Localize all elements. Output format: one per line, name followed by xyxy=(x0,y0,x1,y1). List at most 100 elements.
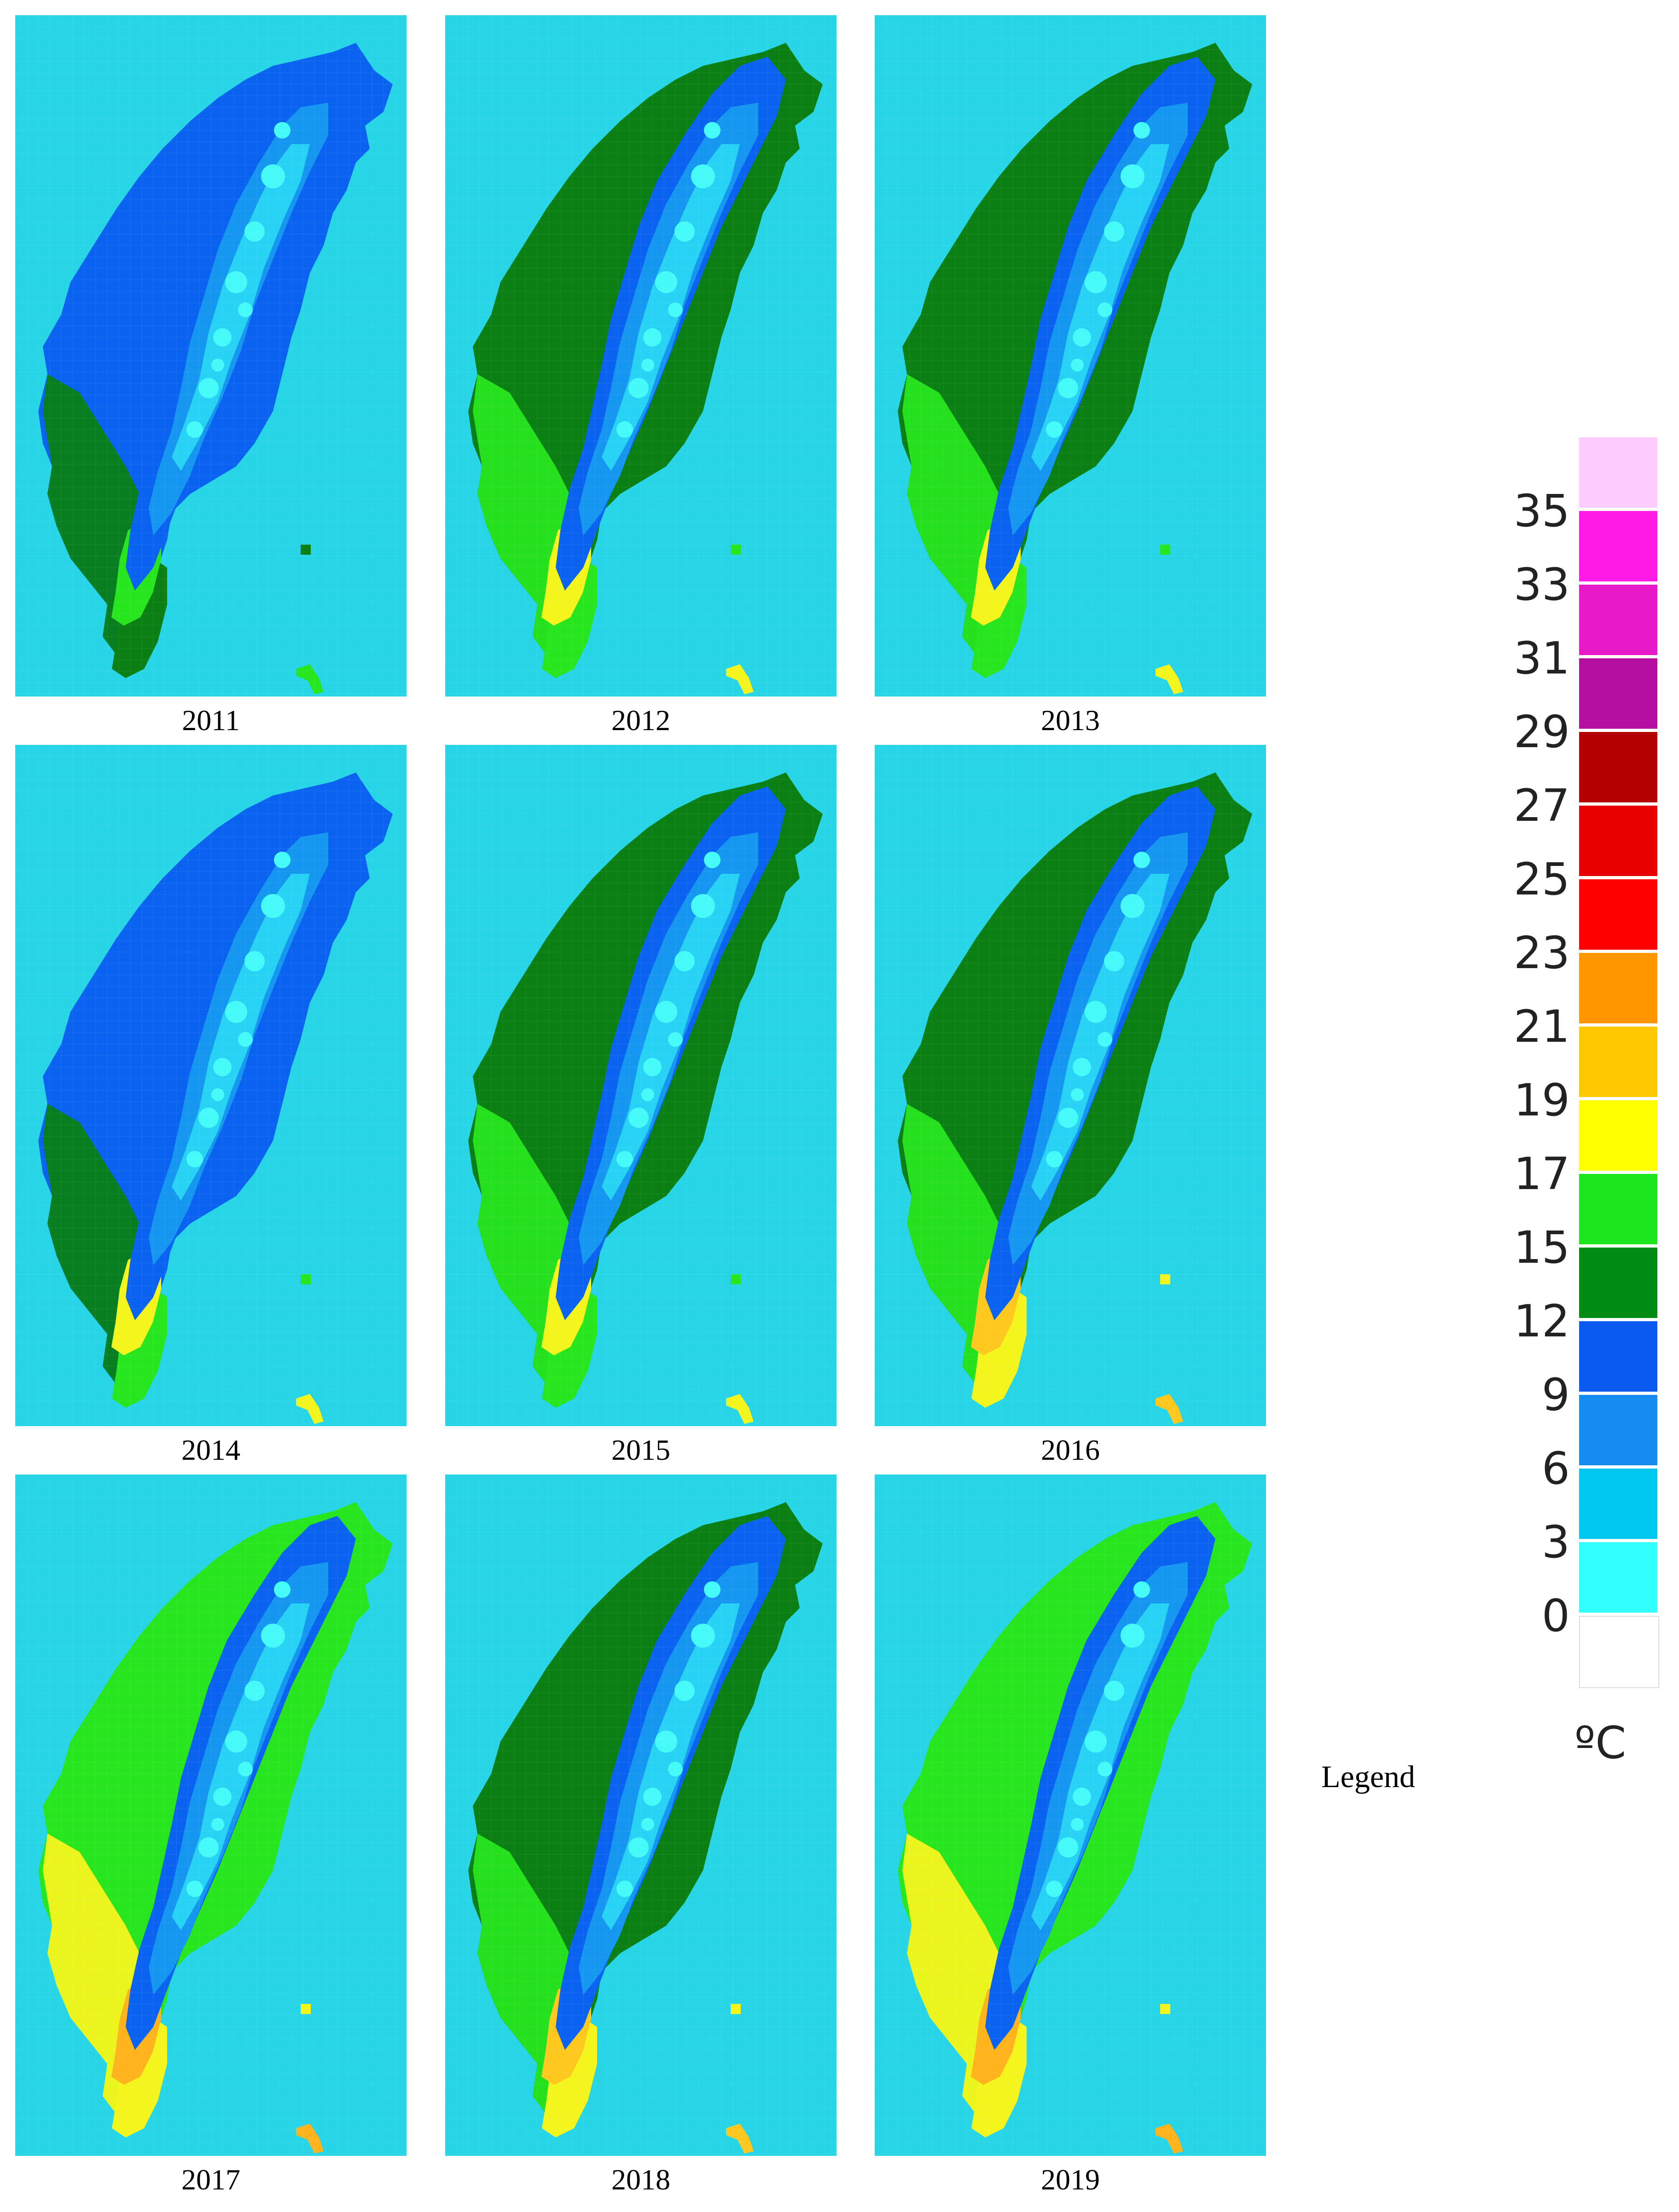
panel-2016 xyxy=(875,745,1266,1426)
mountain-peak xyxy=(1098,1032,1112,1047)
mountain-peak xyxy=(1073,1058,1091,1076)
mountain-peak xyxy=(261,164,285,188)
raster-grid xyxy=(445,1475,837,2156)
mountain-peak xyxy=(211,1818,224,1831)
mountain-peak xyxy=(643,1058,662,1076)
mountain-peak xyxy=(655,271,677,293)
mountain-peak xyxy=(641,359,654,372)
islet xyxy=(731,545,741,555)
legend-swatch xyxy=(1579,1100,1657,1171)
mountain-peak xyxy=(691,1624,715,1648)
raster-grid xyxy=(445,15,837,697)
islet xyxy=(301,2004,311,2014)
mountain-peak xyxy=(674,951,695,971)
raster-grid xyxy=(445,745,837,1426)
mountain-peak xyxy=(641,1088,654,1101)
mountain-peak xyxy=(225,1001,247,1023)
legend-tick-label: 23 xyxy=(1513,927,1570,979)
mountain-peak xyxy=(643,328,662,347)
legend-tick-label: 15 xyxy=(1513,1222,1570,1273)
island-map xyxy=(445,1475,837,2156)
island-map xyxy=(875,15,1266,697)
mountain-peak xyxy=(1071,1088,1084,1101)
mountain-peak xyxy=(1085,1001,1107,1023)
mountain-peak xyxy=(1073,1788,1091,1806)
mountain-peak xyxy=(616,1881,633,1897)
year-label-2013: 2013 xyxy=(1041,704,1100,737)
panel-2012 xyxy=(445,15,837,697)
islet xyxy=(726,664,754,694)
mountain-peak xyxy=(641,1818,654,1831)
island-map xyxy=(15,745,407,1426)
mountain-peak xyxy=(674,1681,695,1701)
mountain-peak xyxy=(1046,421,1063,438)
islet xyxy=(296,664,324,694)
legend-caption: Legend xyxy=(1321,1759,1415,1794)
legend-swatch xyxy=(1579,732,1657,802)
mountain-peak xyxy=(655,1001,677,1023)
mountain-peak xyxy=(1104,221,1124,242)
legend-swatch xyxy=(1579,879,1657,950)
panel-2011 xyxy=(15,15,407,697)
legend-swatch xyxy=(1579,1542,1657,1613)
island-map xyxy=(15,15,407,697)
mountain-peak xyxy=(186,421,203,438)
legend-swatch xyxy=(1579,658,1657,729)
raster-grid xyxy=(15,1475,407,2156)
legend-tick-label: 31 xyxy=(1513,633,1570,684)
mountain-peak xyxy=(704,122,720,139)
mountain-peak xyxy=(1133,852,1150,868)
mountain-peak xyxy=(1058,1837,1078,1858)
mountain-peak xyxy=(244,1681,265,1701)
island-map xyxy=(875,1475,1266,2156)
mountain-peak xyxy=(1058,378,1078,398)
year-label-2017: 2017 xyxy=(181,2163,240,2196)
mountain-peak xyxy=(238,302,253,317)
panel-2019 xyxy=(875,1475,1266,2156)
year-label-2012: 2012 xyxy=(611,704,670,737)
islet xyxy=(726,2124,754,2154)
legend-swatch xyxy=(1579,437,1657,508)
mountain-peak xyxy=(628,1837,649,1858)
mountain-peak xyxy=(1121,894,1145,918)
mountain-peak xyxy=(1085,1730,1107,1753)
mountain-peak xyxy=(1085,271,1107,293)
islet xyxy=(1156,1394,1183,1424)
legend-tick-label: 33 xyxy=(1513,559,1570,610)
islet xyxy=(1160,1274,1170,1284)
legend-tick-label: 17 xyxy=(1513,1148,1570,1200)
mountain-peak xyxy=(1046,1151,1063,1167)
legend-swatch xyxy=(1579,1616,1659,1688)
mountain-peak xyxy=(1098,302,1112,317)
year-label-2011: 2011 xyxy=(182,704,240,737)
legend-tick-label: 3 xyxy=(1541,1516,1570,1568)
year-label-2019: 2019 xyxy=(1041,2163,1100,2196)
island-map xyxy=(445,745,837,1426)
island-map xyxy=(445,15,837,697)
islet xyxy=(1160,545,1170,555)
islet xyxy=(1156,2124,1183,2154)
legend-tick-label: 29 xyxy=(1513,706,1570,758)
mountain-peak xyxy=(211,1088,224,1101)
legend-swatch xyxy=(1579,1027,1657,1097)
legend-tick-label: 0 xyxy=(1541,1590,1570,1642)
legend-swatch xyxy=(1579,806,1657,876)
legend-swatch xyxy=(1579,1174,1657,1244)
legend-unit: ºC xyxy=(1574,1717,1627,1769)
mountain-peak xyxy=(1133,122,1150,139)
year-label-2018: 2018 xyxy=(611,2163,670,2196)
panel-2015 xyxy=(445,745,837,1426)
mountain-peak xyxy=(274,1581,290,1598)
mountain-peak xyxy=(238,1032,253,1047)
mountain-peak xyxy=(674,221,695,242)
mountain-peak xyxy=(274,852,290,868)
mountain-peak xyxy=(616,421,633,438)
panel-2018 xyxy=(445,1475,837,2156)
legend-swatch xyxy=(1579,1395,1657,1465)
mountain-peak xyxy=(213,1058,232,1076)
mountain-peak xyxy=(1121,1624,1145,1648)
mountain-peak xyxy=(1121,164,1145,188)
raster-grid xyxy=(875,745,1266,1426)
mountain-peak xyxy=(225,271,247,293)
mountain-peak xyxy=(213,1788,232,1806)
